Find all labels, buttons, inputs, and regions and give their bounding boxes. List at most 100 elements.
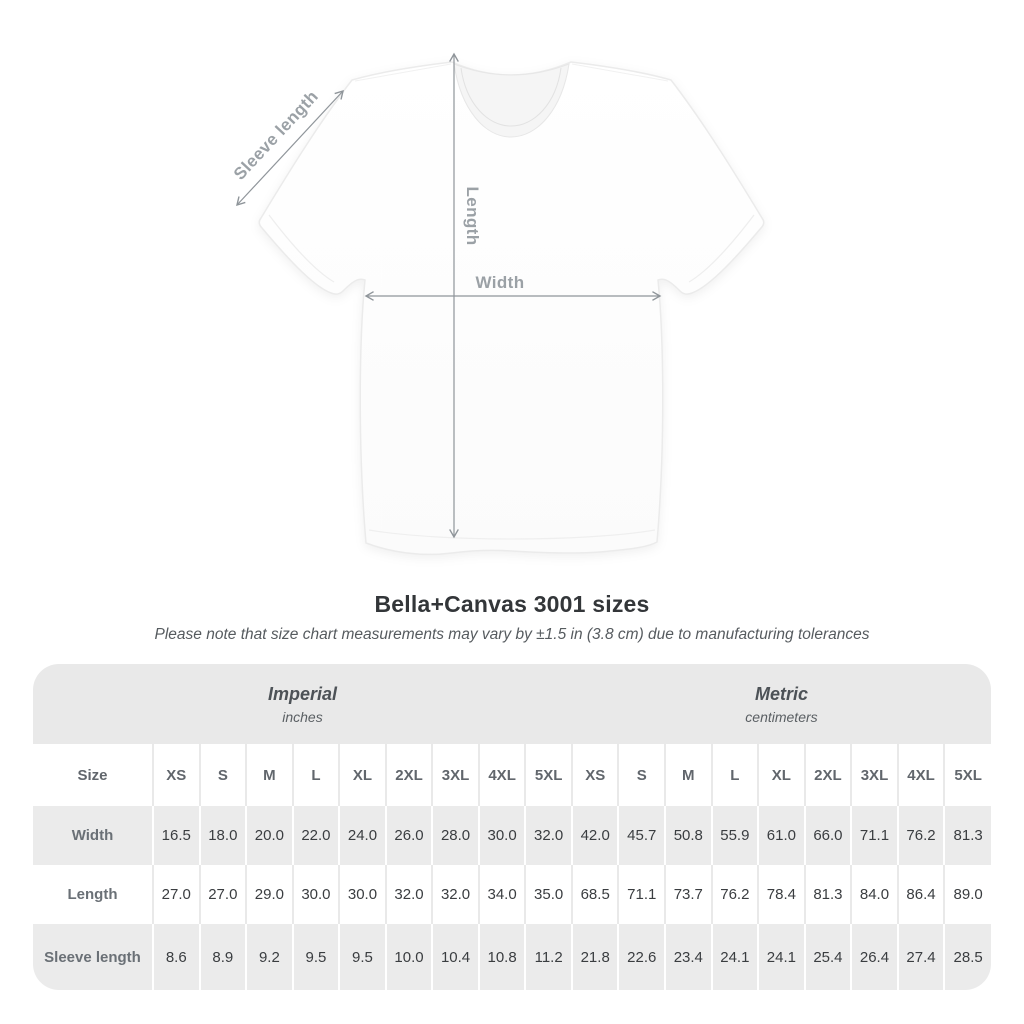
measurement-arrows <box>236 52 662 539</box>
value-cell: 68.5 <box>570 865 619 924</box>
size-header-row: Size XS S M L XL 2XL 3XL 4XL 5XL XS S M L XL 2XL 3XL 4XL… <box>33 744 991 806</box>
imperial-unit-label: inches <box>282 708 323 725</box>
tshirt-illustration <box>258 61 765 556</box>
value-cell: 30.0 <box>291 865 340 924</box>
size-table-container: Imperial inches Metric centimeters Size … <box>33 664 991 990</box>
size-column-header: XS <box>152 744 200 806</box>
page-title: Bella+Canvas 3001 sizes <box>374 591 650 617</box>
value-cell: 10.4 <box>431 924 479 990</box>
sleeve-length-arrow <box>236 89 344 207</box>
metric-group-header: Metric centimeters <box>571 664 991 744</box>
size-column-header: 3XL <box>850 744 898 806</box>
table-row: Length 27.0 27.0 29.0 30.0 30.0 32.0 32.0 34.0 35… <box>33 865 991 924</box>
value-cell: 76.2 <box>710 865 759 924</box>
value-cell: 32.0 <box>384 865 433 924</box>
value-cell: 42.0 <box>570 806 619 865</box>
size-column-header: L <box>291 744 340 806</box>
value-cell: 30.0 <box>477 806 526 865</box>
table-row: Width 16.5 18.0 20.0 22.0 24.0 26.0 28.0 30.0 32.… <box>33 806 991 865</box>
value-cell: 89.0 <box>943 865 991 924</box>
size-column-header: S <box>617 744 666 806</box>
value-cell: 9.5 <box>291 924 340 990</box>
value-cell: 28.5 <box>943 924 991 990</box>
size-column-header: 3XL <box>431 744 479 806</box>
value-cell: 81.3 <box>943 806 991 865</box>
value-cell: 34.0 <box>477 865 526 924</box>
value-cell: 32.0 <box>431 865 479 924</box>
value-cell: 24.1 <box>710 924 759 990</box>
size-column-header: XL <box>757 744 805 806</box>
chart-heading: Bella+Canvas 3001 sizes Please note that… <box>0 591 1024 644</box>
value-cell: 81.3 <box>803 865 852 924</box>
size-column-header: 2XL <box>384 744 433 806</box>
row-label: Width <box>33 806 153 865</box>
value-cell: 78.4 <box>757 865 805 924</box>
value-cell: 20.0 <box>245 806 293 865</box>
value-cell: 26.4 <box>850 924 898 990</box>
size-column-header: 5XL <box>943 744 991 806</box>
value-cell: 10.0 <box>384 924 433 990</box>
value-cell: 84.0 <box>850 865 898 924</box>
size-column-header: S <box>198 744 247 806</box>
size-column-header: XS <box>570 744 619 806</box>
tshirt-diagram-svg: Sleeve length Length Width <box>230 52 765 556</box>
imperial-group-header: Imperial inches <box>33 664 572 744</box>
value-cell: 50.8 <box>664 806 712 865</box>
value-cell: 24.1 <box>757 924 805 990</box>
metric-unit-label: centimeters <box>745 708 818 725</box>
tolerance-note: Please note that size chart measurements… <box>154 626 870 643</box>
value-cell: 86.4 <box>896 865 945 924</box>
value-cell: 16.5 <box>152 806 200 865</box>
size-column-header: 5XL <box>524 744 572 806</box>
value-cell: 28.0 <box>431 806 479 865</box>
value-cell: 71.1 <box>617 865 666 924</box>
value-cell: 11.2 <box>524 924 572 990</box>
value-cell: 22.6 <box>617 924 666 990</box>
value-cell: 55.9 <box>710 806 759 865</box>
value-cell: 24.0 <box>338 806 386 865</box>
value-cell: 66.0 <box>803 806 852 865</box>
value-cell: 29.0 <box>245 865 293 924</box>
row-label: Sleeve length <box>33 924 153 990</box>
size-column-header: M <box>245 744 293 806</box>
value-cell: 61.0 <box>757 806 805 865</box>
width-label: Width <box>475 273 524 292</box>
value-cell: 23.4 <box>664 924 712 990</box>
value-cell: 71.1 <box>850 806 898 865</box>
size-column-header: 4XL <box>477 744 526 806</box>
value-cell: 27.4 <box>896 924 945 990</box>
value-cell: 25.4 <box>803 924 852 990</box>
length-label: Length <box>463 186 482 245</box>
size-column-header: 4XL <box>896 744 945 806</box>
size-column-header: L <box>710 744 759 806</box>
size-table: Imperial inches Metric centimeters Size … <box>33 664 991 990</box>
value-cell: 32.0 <box>524 806 572 865</box>
value-cell: 30.0 <box>338 865 386 924</box>
value-cell: 10.8 <box>477 924 526 990</box>
table-row: Sleeve length 8.6 8.9 9.2 9.5 9.5 10.0 10.4 10.8… <box>33 924 991 990</box>
collar <box>453 63 570 138</box>
value-cell: 27.0 <box>152 865 200 924</box>
value-cell: 22.0 <box>291 806 340 865</box>
size-column-header: XL <box>338 744 386 806</box>
row-label: Length <box>33 865 153 924</box>
value-cell: 73.7 <box>664 865 712 924</box>
size-corner-header: Size <box>33 744 153 806</box>
value-cell: 27.0 <box>198 865 247 924</box>
value-cell: 26.0 <box>384 806 433 865</box>
value-cell: 76.2 <box>896 806 945 865</box>
size-column-header: 2XL <box>803 744 852 806</box>
imperial-label: Imperial <box>267 683 337 704</box>
value-cell: 35.0 <box>524 865 572 924</box>
value-cell: 9.5 <box>338 924 386 990</box>
metric-label: Metric <box>754 683 808 704</box>
unit-group-row: Imperial inches Metric centimeters <box>33 664 991 744</box>
value-cell: 21.8 <box>570 924 619 990</box>
value-cell: 8.9 <box>198 924 247 990</box>
tshirt-measure-diagram: Sleeve length Length Width <box>230 52 765 556</box>
value-cell: 45.7 <box>617 806 666 865</box>
size-column-header: M <box>664 744 712 806</box>
value-cell: 18.0 <box>198 806 247 865</box>
value-cell: 9.2 <box>245 924 293 990</box>
value-cell: 8.6 <box>152 924 200 990</box>
